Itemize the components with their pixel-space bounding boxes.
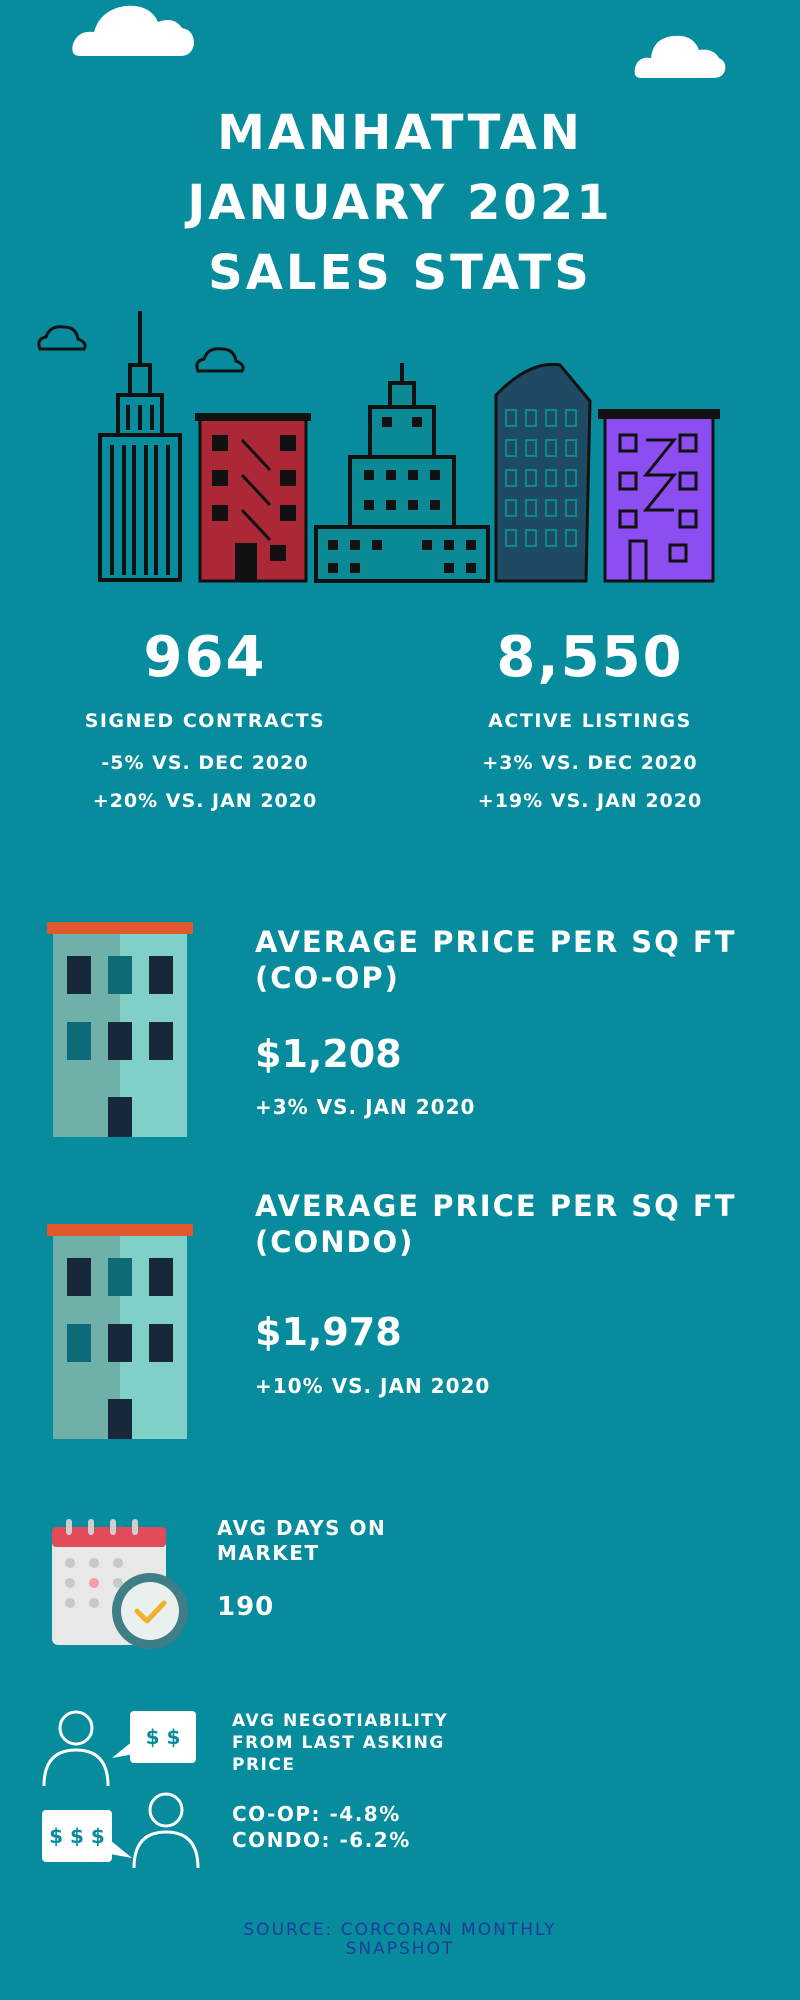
- source-line-1: SOURCE: CORCORAN MONTHLY: [243, 1920, 557, 1940]
- purple-building: [598, 409, 720, 583]
- days-on-market-title: AVG DAYS ON MARKET: [217, 1516, 387, 1565]
- building-icon: [47, 922, 193, 1137]
- coop-price-title: AVERAGE PRICE PER SQ FT (CO-OP): [255, 925, 737, 995]
- flatiron-building: [494, 362, 592, 583]
- speech-bubble-tail: [110, 1840, 132, 1858]
- days-on-market-value: 190: [217, 1592, 275, 1622]
- coop-price-change: +3% VS. JAN 2020: [255, 1095, 476, 1119]
- page-title-line-3: SALES STATS: [208, 245, 592, 301]
- signed-contracts-change-jan: +20% VS. JAN 2020: [92, 790, 318, 812]
- bubble-dollar-text: $ $ $: [49, 1824, 105, 1848]
- cloud-icon: [37, 325, 87, 351]
- page-title-line-2: JANUARY 2021: [187, 175, 613, 231]
- building-icon: [47, 1224, 193, 1439]
- calendar-clock-icon: [52, 1519, 188, 1649]
- active-listings-value: 8,550: [496, 625, 684, 690]
- condo-price-value: $1,978: [255, 1310, 402, 1354]
- negotiability-condo: CONDO: -6.2%: [232, 1828, 411, 1852]
- red-building: [195, 413, 311, 583]
- bubble-dollar-text: $ $: [145, 1725, 181, 1749]
- speech-bubble-tail: [112, 1740, 134, 1758]
- active-listings-label: ACTIVE LISTINGS: [488, 710, 692, 732]
- active-listings-change-dec: +3% VS. DEC 2020: [482, 752, 698, 774]
- source-line-2: SNAPSHOT: [345, 1939, 455, 1959]
- person-icon: [132, 1792, 200, 1869]
- negotiability-coop: CO-OP: -4.8%: [232, 1802, 401, 1826]
- signed-contracts-label: SIGNED CONTRACTS: [84, 710, 326, 732]
- signed-contracts-value: 964: [143, 625, 267, 690]
- teal-skyscraper: [314, 363, 490, 583]
- cloud-icon: [195, 347, 245, 373]
- empire-state-building: [98, 311, 182, 582]
- active-listings-change-jan: +19% VS. JAN 2020: [477, 790, 703, 812]
- condo-price-title: AVERAGE PRICE PER SQ FT (CONDO): [255, 1189, 737, 1259]
- speech-bubble-icon: [42, 1810, 112, 1862]
- page-title-line-1: MANHATTAN: [217, 105, 583, 161]
- negotiability-title: AVG NEGOTIABILITY FROM LAST ASKING PRICE: [232, 1711, 449, 1775]
- cloud-icon: [634, 35, 726, 78]
- skyline-illustration: [37, 311, 720, 583]
- speech-bubble-icon: [130, 1711, 196, 1763]
- signed-contracts-change-dec: -5% VS. DEC 2020: [101, 752, 309, 774]
- cloud-icon: [72, 5, 194, 57]
- condo-price-change: +10% VS. JAN 2020: [255, 1374, 491, 1398]
- coop-price-value: $1,208: [255, 1032, 402, 1076]
- person-icon: [42, 1710, 110, 1787]
